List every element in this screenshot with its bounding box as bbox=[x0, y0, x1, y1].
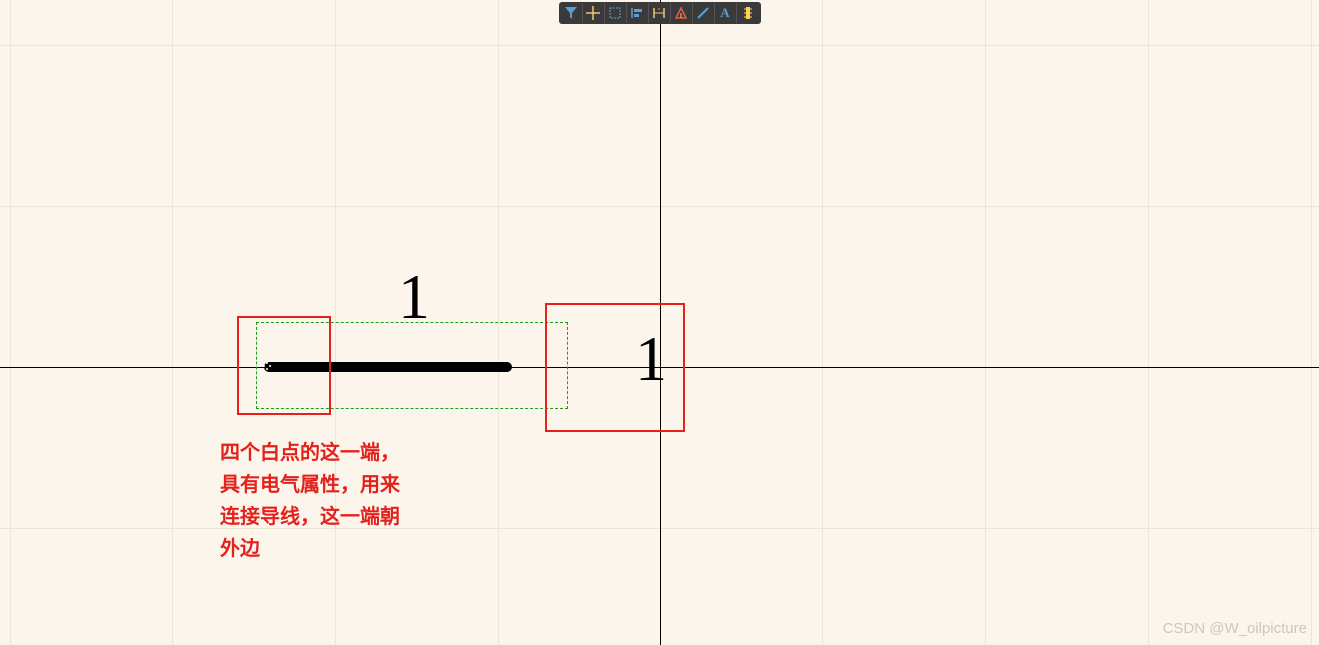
annotation-line: 外边 bbox=[220, 533, 400, 565]
dimension-icon bbox=[652, 6, 666, 20]
grid-line bbox=[10, 0, 11, 645]
select-tool[interactable] bbox=[605, 3, 627, 23]
grid-line bbox=[822, 0, 823, 645]
annotation-line: 四个白点的这一端， bbox=[220, 437, 400, 469]
line-icon bbox=[696, 6, 710, 20]
grid-line bbox=[1148, 0, 1149, 645]
shape-tool[interactable] bbox=[671, 3, 693, 23]
annotation-box-left bbox=[237, 316, 331, 415]
filter-tool[interactable] bbox=[561, 3, 583, 23]
watermark: CSDN @W_oilpicture bbox=[1163, 620, 1307, 637]
annotation-box-right bbox=[545, 303, 685, 432]
toolbar: A bbox=[559, 2, 761, 24]
shape-icon bbox=[674, 6, 688, 20]
text-tool[interactable]: A bbox=[715, 3, 737, 23]
annotation-line: 具有电气属性，用来 bbox=[220, 469, 400, 501]
grid-line bbox=[172, 0, 173, 645]
crosshair-tool[interactable] bbox=[583, 3, 605, 23]
align-icon bbox=[630, 6, 644, 20]
annotation-line: 连接导线，这一端朝 bbox=[220, 501, 400, 533]
grid-line bbox=[985, 0, 986, 645]
annotation-text: 四个白点的这一端， 具有电气属性，用来 连接导线，这一端朝 外边 bbox=[220, 437, 400, 565]
line-tool[interactable] bbox=[693, 3, 715, 23]
align-tool[interactable] bbox=[627, 3, 649, 23]
text-icon: A bbox=[720, 5, 729, 21]
pin-designator-label[interactable]: 1 bbox=[398, 260, 430, 334]
select-icon bbox=[608, 6, 622, 20]
dimension-tool[interactable] bbox=[649, 3, 671, 23]
component-icon bbox=[741, 6, 755, 20]
grid-line bbox=[1311, 0, 1312, 645]
filter-icon bbox=[564, 6, 578, 20]
component-tool[interactable] bbox=[737, 3, 759, 23]
crosshair-icon bbox=[586, 6, 600, 20]
